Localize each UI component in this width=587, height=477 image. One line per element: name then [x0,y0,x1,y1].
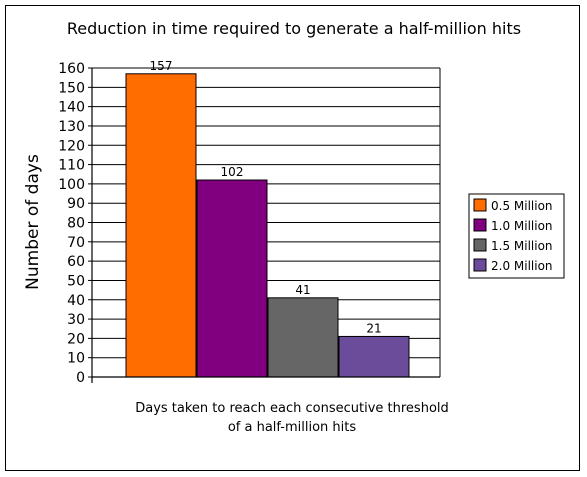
y-tick-label: 150 [58,80,85,96]
y-tick-label: 10 [67,351,85,367]
y-tick-label: 40 [67,293,85,309]
y-tick-label: 100 [58,177,85,193]
y-tick-label: 90 [67,196,85,212]
bar [267,297,339,378]
legend-swatch [473,218,487,232]
y-axis-label: Number of days [23,154,43,290]
legend-label: 0.5 Million [491,199,553,213]
plot-area: 0 10 20 30 40 50 60 70 80 90 100 110 120 130 140 150 160… [58,59,441,386]
legend-label: 2.0 Million [491,259,553,273]
legend-swatch [473,198,487,212]
bar-value-label: 102 [221,165,244,179]
y-tick-label: 140 [58,100,85,116]
legend-swatch [473,258,487,272]
bar-value-label: 41 [295,283,310,297]
y-tick-label: 130 [58,119,85,135]
legend: 0.5 Million 1.0 Million 1.5 Million 2.0 Mil… [468,193,565,279]
y-tick-label: 30 [67,312,85,328]
y-tick-label: 50 [67,273,85,289]
y-tick-label: 120 [58,138,85,154]
bar [196,179,268,378]
y-tick-label: 0 [76,370,85,386]
bar-value-label: 21 [366,321,381,335]
legend-swatch [473,238,487,252]
y-tick-label: 80 [67,216,85,232]
bar-value-label: 157 [150,59,173,73]
chart-title: Reduction in time required to generate a… [67,19,521,38]
bar [125,73,197,378]
x-axis-label-line-2: of a half-million hits [228,420,357,435]
bar [338,335,410,378]
y-tick-label: 20 [67,331,85,347]
y-tick-label: 60 [67,254,85,270]
y-tick-label: 70 [67,235,85,251]
x-axis-label-line-1: Days taken to reach each consecutive thr… [135,401,449,416]
y-tick-label: 160 [58,61,85,77]
legend-label: 1.5 Million [491,239,553,253]
legend-label: 1.0 Million [491,219,553,233]
y-tick-label: 110 [58,158,85,174]
